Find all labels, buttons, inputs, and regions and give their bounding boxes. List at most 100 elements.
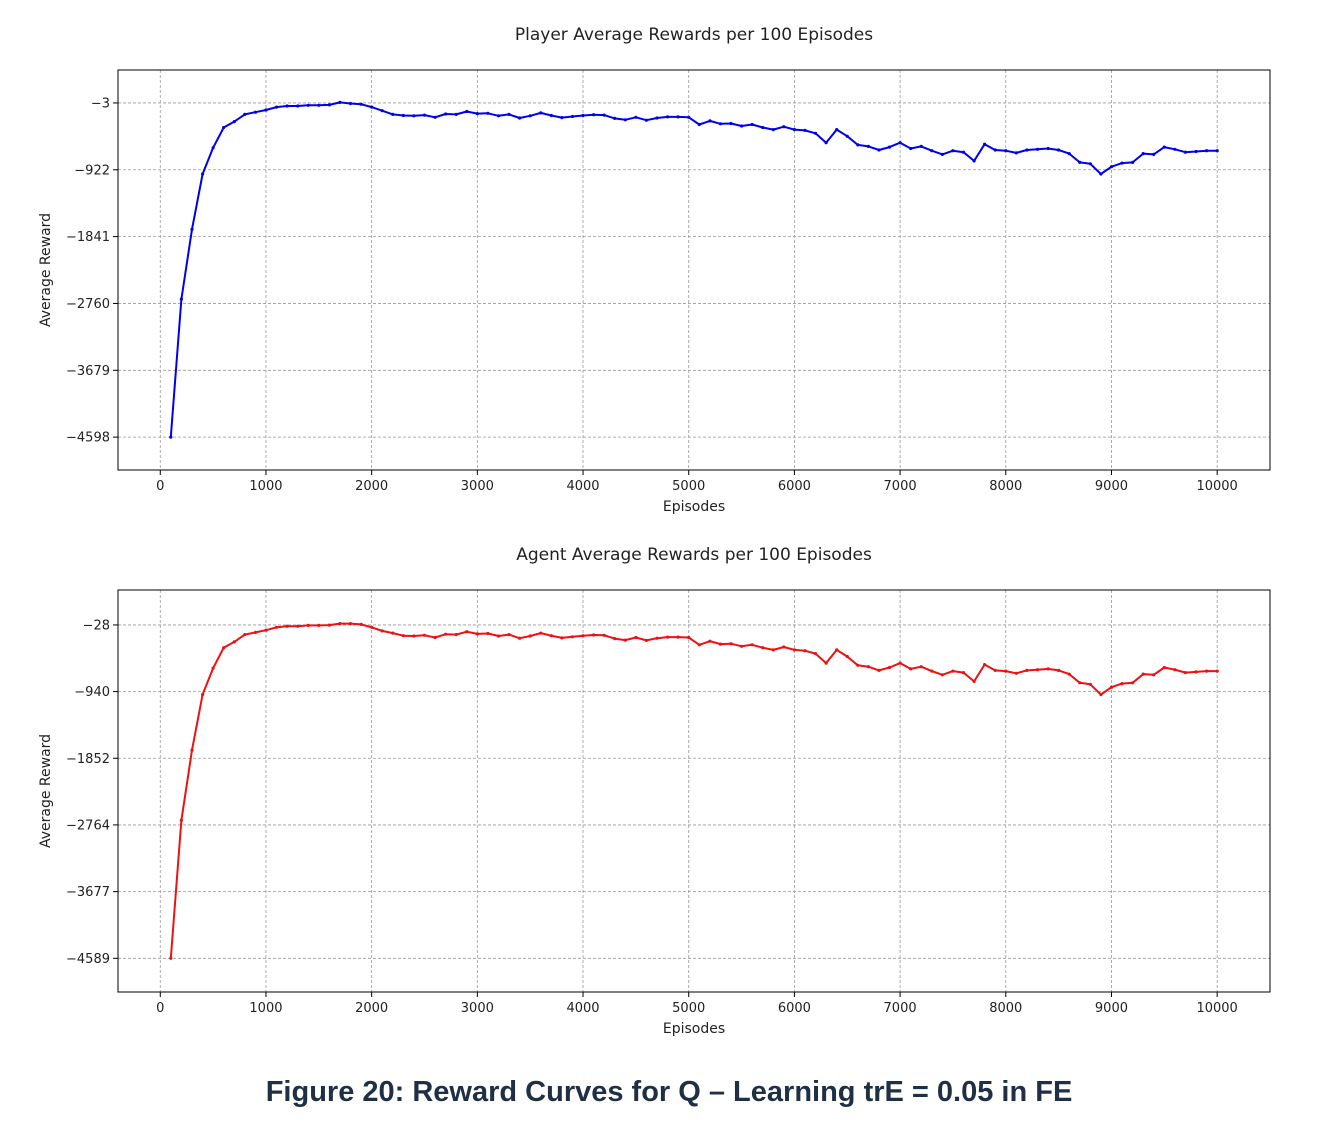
chart1-data-point: [1078, 160, 1082, 164]
chart2-data-point: [856, 663, 860, 667]
chart1-data-point: [1162, 145, 1166, 149]
chart1-x-tick-label-0: 0: [156, 479, 164, 494]
chart2-data-point: [1120, 682, 1124, 686]
chart2-plot-frame: [117, 589, 1271, 993]
chart2-data-point: [983, 663, 987, 667]
chart2-data-point: [285, 624, 289, 628]
chart2-data-point: [1205, 669, 1209, 673]
chart1-data-point: [708, 119, 712, 123]
chart1-data-point: [528, 114, 532, 118]
chart2-data-point: [518, 636, 522, 640]
chart1-data-point: [581, 113, 585, 118]
chart2-data-point: [306, 623, 310, 628]
chart2-data-point: [507, 633, 511, 637]
chart1-data-point: [1194, 149, 1198, 154]
chart1-data-point: [592, 113, 596, 117]
chart1-data-point: [190, 227, 194, 231]
chart1-data-point: [422, 113, 427, 117]
chart2-data-point: [433, 635, 437, 640]
chart2-data-point: [380, 629, 384, 633]
chart1-y-tick-label-5: −4598: [66, 431, 110, 446]
chart2-data-point: [1162, 665, 1166, 670]
chart2-data-point: [169, 956, 173, 960]
chart2-data-point: [729, 642, 733, 646]
chart1-data-point: [1152, 152, 1156, 156]
chart1-y-tick-label-1: −922: [74, 163, 110, 178]
chart2-data-point: [348, 622, 353, 626]
chart2-data-point: [253, 630, 257, 635]
chart2-data-point: [1035, 668, 1040, 672]
chart2-data-point: [243, 633, 247, 637]
chart1-y-tick-label-2: −1841: [66, 230, 110, 245]
chart1-data-point: [201, 172, 205, 176]
chart1-x-axis-label: Episodes: [663, 499, 725, 515]
chart1-data-point: [782, 125, 786, 129]
chart2-y-tick-label-1: −940: [74, 685, 110, 700]
chart1-data-point: [454, 112, 458, 116]
chart2-data-point: [687, 635, 691, 640]
chart1-data-point: [856, 143, 860, 147]
chart2-data-point: [866, 665, 871, 669]
chart1-data-point: [1131, 160, 1135, 164]
chart2-data-point: [887, 665, 892, 670]
chart2-data-point: [1046, 667, 1050, 671]
chart1-data-point: [412, 114, 416, 118]
chart1-data-point: [391, 112, 395, 116]
chart1-data-point: [465, 109, 469, 114]
chart2-data-point: [581, 634, 585, 638]
chart1-data-point: [518, 116, 522, 120]
chart2-data-point: [898, 661, 902, 665]
chart2-data-point: [454, 633, 458, 637]
chart1-data-point: [570, 114, 575, 119]
chart1-data-point: [983, 142, 987, 146]
chart2-data-point: [740, 644, 744, 648]
chart2-data-point: [539, 631, 543, 635]
chart2-data-point: [1194, 670, 1198, 674]
chart2-data-point: [274, 625, 279, 629]
chart1-data-point: [919, 144, 923, 148]
chart2-data-point: [1215, 669, 1219, 673]
chart2-data-point: [824, 661, 828, 665]
chart1-x-tick-label-7: 7000: [884, 479, 917, 494]
chart1-data-point: [380, 109, 384, 113]
chart2-data-point: [909, 667, 913, 671]
chart2-y-tick-label-3: −2764: [66, 818, 110, 833]
chart1-data-point: [1215, 149, 1219, 153]
chart2-x-axis-label: Episodes: [663, 1021, 725, 1037]
chart1-data-point: [1183, 150, 1187, 154]
chart2-data-point: [1141, 672, 1145, 676]
chart1-data-point: [560, 116, 564, 120]
chart1-data-point: [623, 118, 627, 122]
chart2-y-tick-label-4: −3677: [66, 885, 110, 900]
chart2-data-point: [919, 665, 923, 669]
chart1-data-point: [401, 113, 405, 118]
chart2-x-tick-label-7: 7000: [884, 1001, 917, 1016]
chart1-data-point: [792, 128, 797, 132]
chart1-data-point: [243, 112, 247, 116]
chart1-data-point: [898, 141, 902, 145]
chart1-x-tick-label-10: 10000: [1196, 479, 1237, 494]
chart1-data-point: [813, 131, 818, 135]
chart2-data-point: [1078, 681, 1082, 685]
chart2-data-point: [401, 634, 405, 638]
chart1-data-point: [338, 100, 342, 104]
chart1-data-point: [285, 104, 289, 108]
chart1-data-point: [750, 122, 754, 127]
chart2-data-point: [613, 637, 617, 641]
chart2-data-point: [634, 635, 638, 640]
chart1-data-point: [539, 111, 543, 115]
chart1-y-axis-label: Average Reward: [38, 213, 54, 327]
chart1-data-point: [1205, 149, 1209, 153]
chart1-data-point: [634, 115, 638, 119]
chart1-data-point: [835, 128, 839, 132]
chart1-data-point: [729, 121, 733, 126]
chart2-data-point: [813, 652, 818, 656]
chart1-title: Player Average Rewards per 100 Episodes: [515, 25, 873, 45]
chart2-data-point: [465, 630, 469, 634]
chart2-y-tick-label-5: −4589: [66, 952, 110, 967]
chart2-data-point: [930, 669, 934, 673]
chart1-data-point: [845, 134, 849, 138]
chart1-data-point: [951, 149, 955, 153]
chart2-data-point: [718, 642, 723, 646]
chart1-x-tick-label-5: 5000: [672, 479, 705, 494]
